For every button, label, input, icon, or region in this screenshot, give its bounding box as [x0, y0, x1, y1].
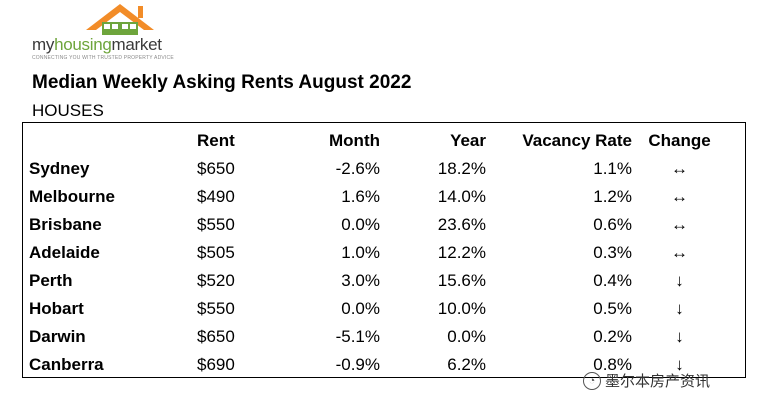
cell-rent: $505	[197, 243, 235, 262]
table-row: Melbourne $490 1.6% 14.0% 1.2% ↔	[29, 183, 727, 211]
cell-vacancy-rate: 0.5%	[593, 299, 632, 318]
rents-table-box: Rent Month Year Vacancy Rate Change Sydn…	[22, 122, 746, 378]
table-row: Canberra $690 -0.9% 6.2% 0.8% ↓	[29, 351, 727, 379]
cell-rent: $520	[197, 271, 235, 290]
cell-city: Canberra	[29, 355, 104, 374]
cell-change-icon: ↓	[675, 327, 684, 346]
table-header-row: Rent Month Year Vacancy Rate Change	[29, 127, 727, 155]
cell-rent: $550	[197, 299, 235, 318]
cell-vacancy-rate: 1.1%	[593, 159, 632, 178]
cell-rent: $550	[197, 215, 235, 234]
cell-change-icon: ↓	[675, 299, 684, 318]
header-vacancy-rate: Vacancy Rate	[522, 131, 632, 150]
brand-logo: myhousingmarket CONNECTING YOU WITH TRUS…	[32, 0, 202, 64]
header-month: Month	[329, 131, 380, 150]
brand-tagline: CONNECTING YOU WITH TRUSTED PROPERTY ADV…	[32, 55, 174, 61]
cell-month: -5.1%	[335, 327, 380, 346]
page-title: Median Weekly Asking Rents August 2022	[32, 72, 412, 93]
table-row: Perth $520 3.0% 15.6% 0.4% ↓	[29, 267, 727, 295]
cell-year: 23.6%	[437, 215, 486, 234]
table-row: Brisbane $550 0.0% 23.6% 0.6% ↔	[29, 211, 727, 239]
cell-city: Hobart	[29, 299, 84, 318]
cell-vacancy-rate: 0.3%	[593, 243, 632, 262]
cell-change-icon: ↔	[671, 187, 688, 206]
cell-month: 1.0%	[341, 243, 380, 262]
cell-rent: $650	[197, 159, 235, 178]
cell-year: 6.2%	[447, 355, 486, 374]
cell-city: Melbourne	[29, 187, 115, 206]
cell-month: 0.0%	[341, 215, 380, 234]
header-rent: Rent	[197, 131, 235, 150]
table-row: Darwin $650 -5.1% 0.0% 0.2% ↓	[29, 323, 727, 351]
table-row: Adelaide $505 1.0% 12.2% 0.3% ↔	[29, 239, 727, 267]
header-year: Year	[450, 131, 486, 150]
cell-vacancy-rate: 0.4%	[593, 271, 632, 290]
cell-year: 12.2%	[437, 243, 486, 262]
cell-month: -2.6%	[335, 159, 380, 178]
brand-wordmark: myhousingmarket	[32, 35, 162, 54]
cell-city: Perth	[29, 271, 73, 290]
cell-change-icon: ↓	[675, 355, 684, 374]
cell-vacancy-rate: 0.8%	[593, 355, 632, 374]
cell-change-icon: ↓	[675, 271, 684, 290]
header-city	[29, 127, 197, 155]
house-logo-icon	[86, 4, 154, 35]
cell-year: 14.0%	[437, 187, 486, 206]
cell-month: 1.6%	[341, 187, 380, 206]
table-row: Sydney $650 -2.6% 18.2% 1.1% ↔	[29, 155, 727, 183]
cell-rent: $690	[197, 355, 235, 374]
cell-year: 10.0%	[437, 299, 486, 318]
cell-change-icon: ↔	[671, 243, 688, 262]
header-change: Change	[648, 131, 711, 150]
wechat-icon: ◔	[583, 371, 601, 390]
cell-vacancy-rate: 0.6%	[593, 215, 632, 234]
cell-vacancy-rate: 1.2%	[593, 187, 632, 206]
cell-vacancy-rate: 0.2%	[593, 327, 632, 346]
watermark-text: 墨尔本房产资讯	[605, 373, 711, 390]
watermark: ◔ 墨尔本房产资讯	[583, 370, 710, 391]
cell-city: Sydney	[29, 159, 90, 178]
cell-year: 0.0%	[447, 327, 486, 346]
cell-change-icon: ↔	[671, 215, 688, 234]
cell-change-icon: ↔	[671, 159, 688, 178]
cell-year: 18.2%	[437, 159, 486, 178]
cell-month: 0.0%	[341, 299, 380, 318]
cell-rent: $490	[197, 187, 235, 206]
cell-month: 3.0%	[341, 271, 380, 290]
rents-table: Rent Month Year Vacancy Rate Change Sydn…	[29, 127, 727, 379]
cell-year: 15.6%	[437, 271, 486, 290]
cell-rent: $650	[197, 327, 235, 346]
table-row: Hobart $550 0.0% 10.0% 0.5% ↓	[29, 295, 727, 323]
cell-month: -0.9%	[335, 355, 380, 374]
cell-city: Brisbane	[29, 215, 102, 234]
page-subtitle: HOUSES	[32, 101, 104, 120]
cell-city: Adelaide	[29, 243, 100, 262]
cell-city: Darwin	[29, 327, 86, 346]
